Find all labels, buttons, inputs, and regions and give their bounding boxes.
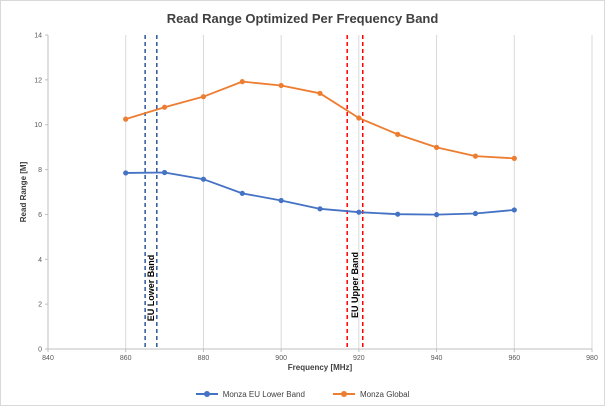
x-tick-label: 980 bbox=[586, 355, 598, 362]
band-label: EU Upper Band bbox=[350, 252, 360, 318]
legend-swatch-2 bbox=[332, 389, 355, 399]
data-point-2 bbox=[239, 79, 245, 85]
y-tick-label: 8 bbox=[38, 167, 42, 174]
data-point-1 bbox=[511, 207, 517, 213]
x-tick-label: 940 bbox=[431, 355, 443, 362]
data-point-1 bbox=[123, 170, 129, 176]
y-axis-title: Read Range [M] bbox=[19, 161, 28, 222]
x-tick-label: 920 bbox=[353, 355, 365, 362]
y-tick-label: 0 bbox=[38, 347, 42, 354]
data-point-2 bbox=[395, 131, 401, 137]
legend-item-series-1[interactable]: Monza EU Lower Band bbox=[195, 389, 305, 399]
y-tick-label: 12 bbox=[34, 77, 42, 84]
x-tick-label: 900 bbox=[275, 355, 287, 362]
x-tick-label: 840 bbox=[42, 355, 54, 362]
y-tick-label: 4 bbox=[38, 257, 42, 264]
band-label: EU Lower Band bbox=[146, 255, 156, 322]
data-point-2 bbox=[123, 116, 129, 122]
y-tick-label: 10 bbox=[34, 122, 42, 129]
data-point-2 bbox=[278, 82, 284, 89]
data-point-2 bbox=[472, 153, 479, 159]
y-tick-label: 2 bbox=[38, 302, 42, 309]
data-point-2 bbox=[200, 94, 207, 100]
x-tick-label: 960 bbox=[508, 355, 520, 362]
y-tick-label: 6 bbox=[38, 212, 42, 219]
x-axis-title: Frequency [MHz] bbox=[288, 363, 353, 372]
y-tick-label: 14 bbox=[34, 33, 42, 40]
x-tick-label: 880 bbox=[198, 355, 210, 362]
data-point-1 bbox=[161, 169, 168, 176]
chart-title: Read Range Optimized Per Frequency Band bbox=[166, 11, 439, 26]
x-tick-label: 860 bbox=[120, 355, 132, 362]
data-point-1 bbox=[317, 206, 323, 212]
legend-label-1: Monza EU Lower Band bbox=[222, 389, 305, 399]
data-point-2 bbox=[511, 155, 517, 161]
data-point-2 bbox=[161, 104, 168, 110]
data-point-1 bbox=[239, 190, 245, 196]
legend-item-series-2[interactable]: Monza Global bbox=[332, 389, 410, 399]
data-point-1 bbox=[356, 209, 362, 215]
legend-label-2: Monza Global bbox=[359, 389, 410, 399]
legend-swatch-1 bbox=[195, 389, 218, 399]
data-point-1 bbox=[395, 211, 401, 217]
data-point-1 bbox=[278, 197, 284, 204]
data-point-1 bbox=[472, 210, 479, 217]
data-point-1 bbox=[200, 176, 207, 182]
data-point-1 bbox=[433, 212, 440, 218]
data-point-2 bbox=[317, 90, 323, 96]
data-point-2 bbox=[356, 115, 362, 121]
legend: Monza EU Lower Band Monza Global bbox=[0, 389, 605, 399]
data-point-2 bbox=[433, 144, 440, 150]
